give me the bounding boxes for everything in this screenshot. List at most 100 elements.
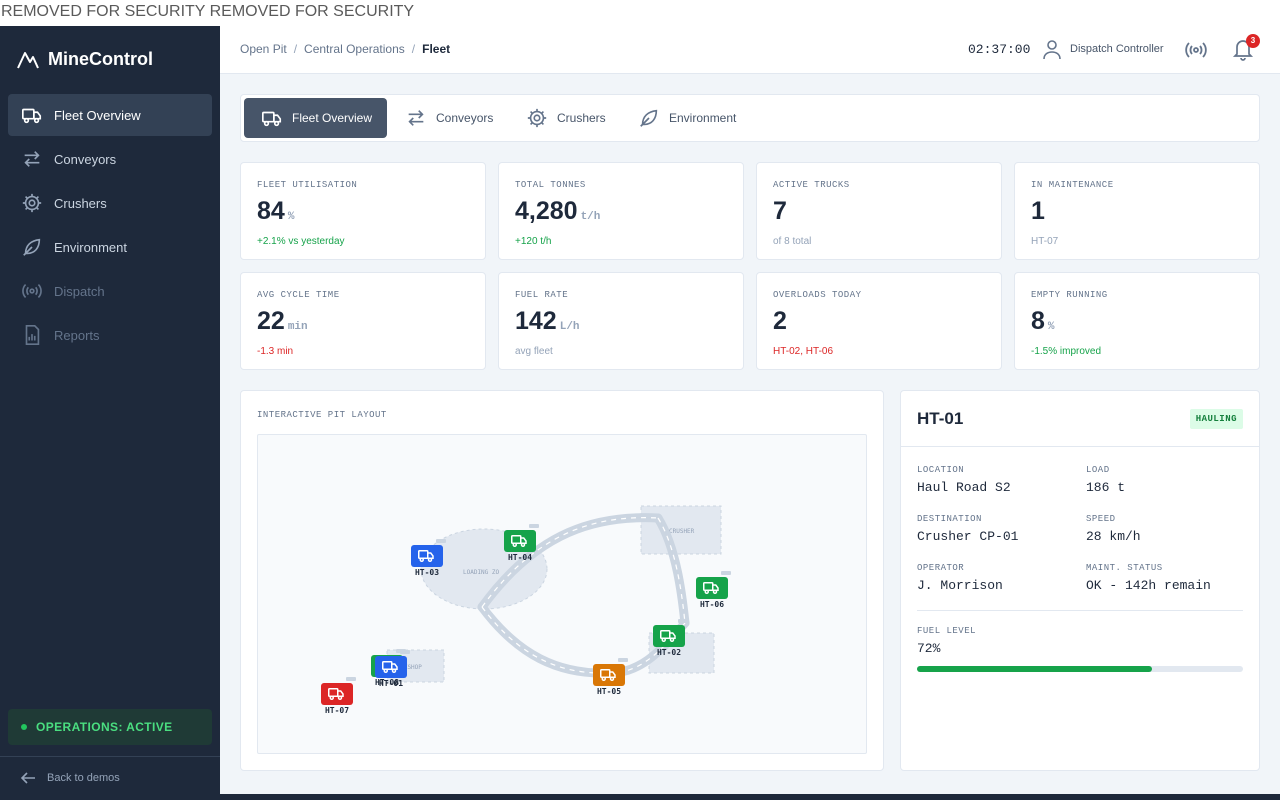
truck-load-indicator [529,524,539,528]
kpi-label: TOTAL TONNES [515,180,586,190]
tab-crushers[interactable]: Crushers [509,98,621,138]
field-load: LOAD 186 t [1086,465,1126,495]
truck-icon [262,111,282,127]
kpi-label: FUEL RATE [515,290,569,300]
truck-load-indicator [721,571,731,575]
kpi-label: EMPTY RUNNING [1031,290,1108,300]
workshop-zone-label: WORKSHOP [393,664,422,671]
kpi-subtext: of 8 total [773,236,812,247]
truck-detail-panel: HT-01 HAULING LOCATION Haul Road S2 LOAD… [900,390,1260,771]
breadcrumb-current: Fleet [422,42,451,56]
kpi-value: 84% [257,197,295,225]
field-location: LOCATION Haul Road S2 [917,465,1011,495]
leaf-icon [640,109,658,127]
truck-load-indicator [436,539,446,543]
tab-bar: Fleet Overview Conveyors Crushers Enviro… [240,94,1260,142]
field-destination: DESTINATION Crusher CP-01 [917,514,1019,544]
report-icon [25,325,40,345]
truck-load-indicator [678,619,688,623]
top-bar: Open Pit / Central Operations / Fleet 02… [220,26,1280,74]
truck-marker-ht-03[interactable]: HT-03 [410,539,446,577]
sidebar-item-label: Crushers [54,195,107,211]
brand-name: MineControl [48,49,153,69]
notification-badge: 3 [1246,34,1260,48]
tab-environment[interactable]: Environment [621,98,751,138]
tab-label: Crushers [557,111,606,125]
main-content: Open Pit / Central Operations / Fleet 02… [220,26,1280,794]
truck-id-label: HT-07 [324,706,350,715]
broadcast-icon [22,284,42,298]
kpi-value: 1 [1031,197,1045,225]
breadcrumb: Open Pit / Central Operations / Fleet [240,42,450,56]
truck-marker-ht-05[interactable]: HT-05 [592,658,628,696]
truck-load-indicator [400,650,410,654]
breadcrumb-item[interactable]: Central Operations [304,42,405,56]
crusher-zone-label: CRUSHER [669,528,695,535]
arrow-left-icon [20,772,35,784]
sidebar-item-fleet-overview[interactable]: Fleet Overview [8,94,212,136]
gear-icon [22,193,42,213]
notifications-button[interactable]: 3 [1232,34,1260,63]
kpi-trend: +120 t/h [515,236,552,247]
broadcast-icon[interactable] [1184,39,1208,61]
kpi-subtext: HT-07 [1031,236,1059,247]
breadcrumb-separator: / [293,42,298,56]
tab-fleet-overview[interactable]: Fleet Overview [244,98,388,138]
truck-marker-ht-01[interactable]: HT-01 [374,650,410,688]
sidebar-item-conveyors[interactable]: Conveyors [8,138,212,180]
truck-id-label: HT-01 [378,679,404,688]
kpi-value: 142 L/h [515,307,580,335]
sidebar-divider [0,756,220,757]
field-speed: SPEED 28 km/h [1086,514,1141,544]
truck-load-indicator [346,677,356,681]
truck-icon [375,656,407,678]
tab-conveyors[interactable]: Conveyors [388,98,508,138]
truck-icon [321,683,353,705]
kpi-empty-running: EMPTY RUNNING 8% -1.5% improved [1014,272,1260,370]
divider [917,610,1243,611]
truck-marker-ht-04[interactable]: HT-04 [503,524,539,562]
sidebar-item-reports[interactable]: Reports [8,314,212,356]
kpi-trend: +2.1% vs yesterday [257,236,345,247]
sidebar-item-environment[interactable]: Environment [8,226,212,268]
user-menu[interactable]: Dispatch Controller [1042,38,1164,60]
sidebar-item-label: Reports [54,327,100,343]
kpi-value: 4,280 t/h [515,197,601,225]
kpi-subtext: avg fleet [515,346,553,357]
breadcrumb-item[interactable]: Open Pit [240,42,287,56]
truck-icon [504,530,536,552]
fuel-level-bar [917,666,1243,672]
sidebar-nav: Fleet Overview Conveyors Crushers Enviro… [8,94,212,358]
fuel-level-fill [917,666,1152,672]
truck-icon [653,625,685,647]
status-badge: HAULING [1189,409,1243,429]
truck-id-label: HT-02 [656,648,682,657]
breadcrumb-separator: / [411,42,416,56]
sidebar-item-dispatch[interactable]: Dispatch [8,270,212,312]
truck-icon [411,545,443,567]
kpi-value: 7 [773,197,787,225]
brand[interactable]: MineControl [17,49,153,70]
kpi-avg-cycle-time: AVG CYCLE TIME 22 min -1.3 min [240,272,486,370]
kpi-value: 2 [773,307,787,335]
truck-id-label: HT-05 [596,687,622,696]
status-dot-icon [21,724,27,730]
kpi-fleet-utilisation: FLEET UTILISATION 84% +2.1% vs yesterday [240,162,486,260]
back-to-demos-link[interactable]: Back to demos [19,769,120,787]
truck-marker-ht-07[interactable]: HT-07 [320,677,356,715]
truck-load-indicator [618,658,628,662]
truck-marker-ht-06[interactable]: HT-06 [695,571,731,609]
truck-marker-ht-02[interactable]: HT-02 [652,619,688,657]
sidebar-item-crushers[interactable]: Crushers [8,182,212,224]
kpi-trend: -1.5% improved [1031,346,1102,357]
field-fuel-level: FUEL LEVEL 72% [917,626,977,656]
kpi-label: FLEET UTILISATION [257,180,358,190]
sidebar: MineControl Fleet Overview Conveyors Cru… [0,26,220,800]
kpi-label: OVERLOADS TODAY [773,290,862,300]
kpi-subtext: HT-02, HT-06 [773,346,834,357]
panel-title: INTERACTIVE PIT LAYOUT [257,410,387,420]
truck-icon [593,664,625,686]
field-operator: OPERATOR J. Morrison [917,563,1003,593]
truck-icon [696,577,728,599]
pit-map[interactable]: LOADING ZO CRUSHER WORKSHOP [257,434,867,754]
